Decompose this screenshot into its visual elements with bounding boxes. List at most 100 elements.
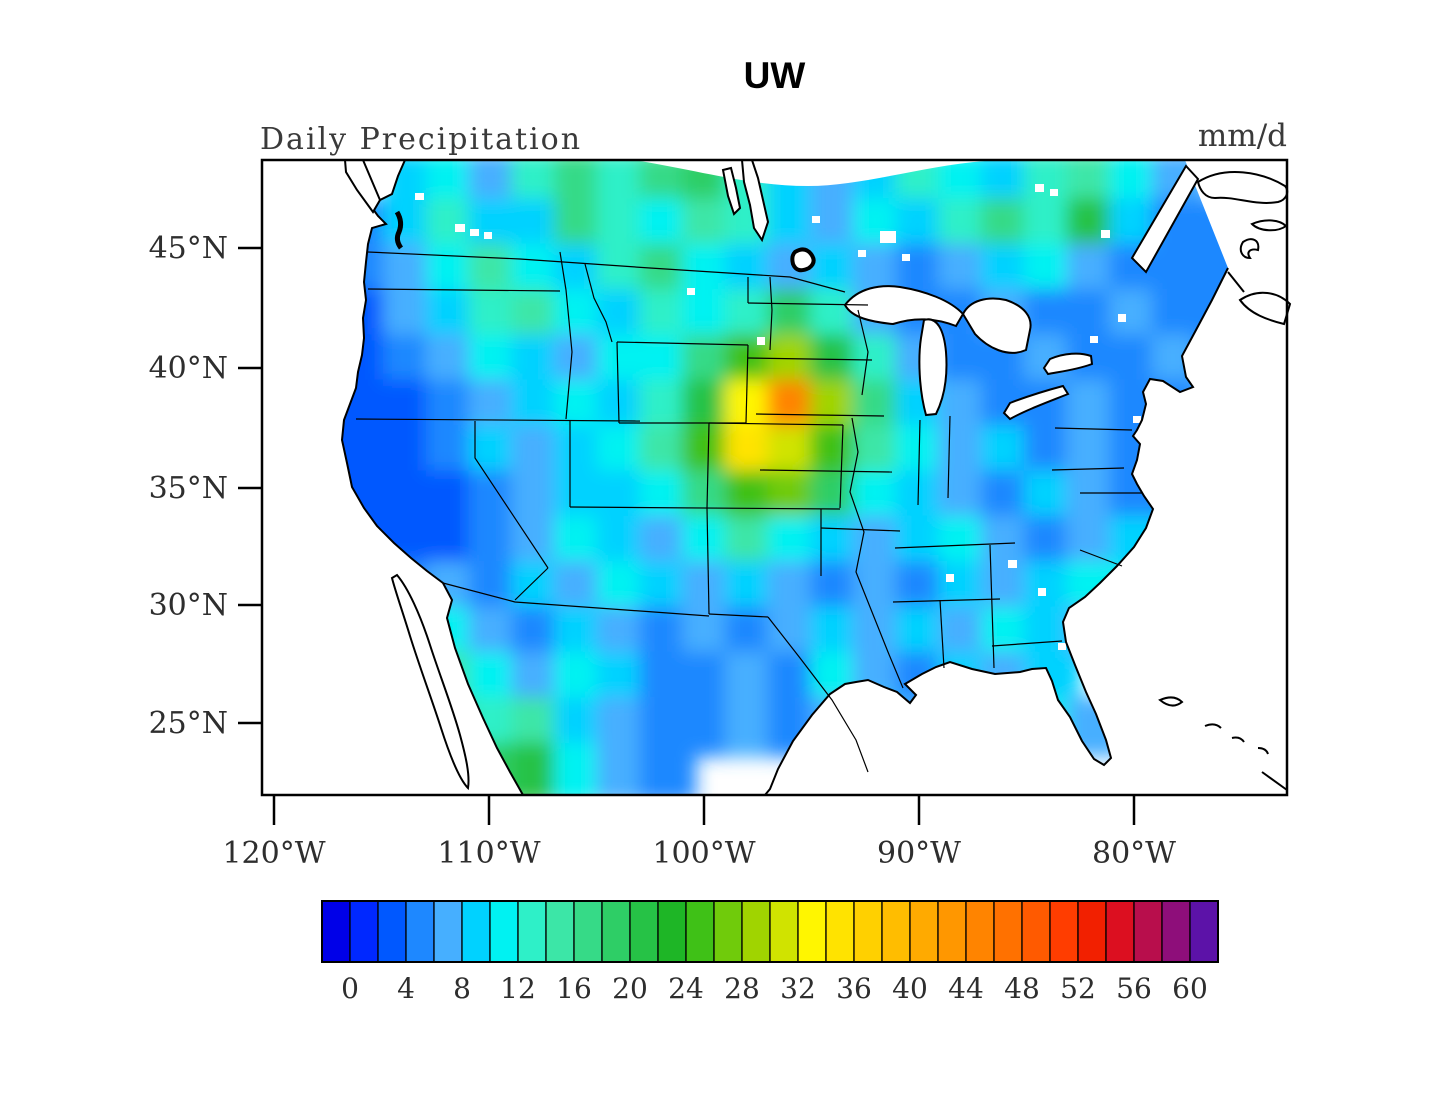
colorbar-cell: [1161, 900, 1191, 963]
colorbar-cell: [685, 900, 715, 963]
colorbar-cell: [965, 900, 995, 963]
st-lawrence-river: [1130, 164, 1200, 274]
lake-superior: [843, 285, 965, 328]
colorbar: 0 4 8 12 16 20 24 28 32 36 40 44 48 52 56 60: [321, 900, 1219, 1005]
colorbar-tick-label: 20: [612, 972, 648, 1005]
x-tick-label: 90°W: [877, 836, 961, 871]
colorbar-cell: [1049, 900, 1079, 963]
border-line: [1079, 549, 1123, 567]
grid-cell: [342, 561, 398, 621]
border-line: [708, 422, 844, 426]
colorbar-cell: [601, 900, 631, 963]
colorbar-tick-label: 8: [453, 972, 471, 1005]
colorbar-cell: [433, 900, 463, 963]
border-line: [892, 598, 1001, 603]
great-lakes: [721, 159, 1094, 421]
colorbar-cell: [937, 900, 967, 963]
grid-cell: [938, 697, 996, 757]
colorbar-tick-label: 0: [341, 972, 359, 1005]
grid-cell: [255, 471, 312, 530]
colorbar-tick-label: 60: [1172, 972, 1208, 1005]
colorbar-cell: [1105, 900, 1135, 963]
grid-cell: [1151, 470, 1209, 530]
grid-cell: [342, 243, 355, 304]
bahamas-island-2: [1204, 723, 1222, 729]
colorbar-cell: [377, 900, 407, 963]
border-line: [989, 544, 995, 669]
colorbar-tick-label: 32: [780, 972, 816, 1005]
grid-cell: [342, 470, 355, 530]
colorbar-frame: [321, 900, 1219, 963]
missing-data-specks: [415, 184, 1141, 650]
border-line: [947, 415, 951, 499]
grid-cell: [1194, 425, 1228, 485]
border-line: [820, 527, 901, 532]
lake-winnipeg: [740, 159, 770, 243]
y-tick-label: 30°N: [149, 588, 228, 623]
state-borders: [355, 251, 1142, 773]
x-tick-label: 100°W: [652, 836, 755, 871]
colorbar-cell: [1189, 900, 1219, 963]
border-line: [474, 421, 549, 569]
grid-cell: [1066, 606, 1124, 666]
grid-cell: [1151, 425, 1209, 485]
border-line: [747, 357, 873, 361]
colorbar-cell: [713, 900, 743, 963]
lake-manitoba: [721, 166, 742, 216]
colorbar-cell: [545, 900, 575, 963]
atlantic-gulf-coastline: [764, 267, 1229, 796]
border-line: [939, 599, 945, 669]
coastlines: [340, 159, 1229, 796]
baja-california: [390, 573, 470, 791]
border-line: [769, 276, 773, 351]
x-tick-label: 120°W: [222, 836, 325, 871]
border-line: [569, 506, 841, 510]
grid-cell: [1066, 561, 1124, 621]
grid-cell: [981, 697, 1038, 757]
plot-frame: [260, 158, 1289, 797]
colorbar-tick-label: 28: [724, 972, 760, 1005]
colorbar-tick-label: 40: [892, 972, 928, 1005]
grid-cell: [1151, 379, 1209, 440]
colorbar-cell: [825, 900, 855, 963]
lake-michigan: [918, 318, 948, 417]
border-line: [708, 613, 769, 618]
grid-cell: [342, 606, 398, 666]
border-line: [616, 341, 749, 346]
grid-cell: [1237, 334, 1294, 393]
border-line: [755, 413, 885, 417]
grid-cell: [255, 244, 312, 303]
puget-sound: [394, 210, 404, 250]
border-line: [759, 469, 893, 473]
colorbar-cell: [909, 900, 939, 963]
y-tick-label: 45°N: [149, 231, 228, 266]
lake-huron: [961, 297, 1032, 354]
cuba-coast: [1261, 771, 1288, 791]
grid-cell: [1237, 380, 1294, 439]
border-line: [584, 263, 613, 343]
grid-cell: [342, 289, 355, 349]
grid-cell: [342, 515, 355, 576]
bahamas-island-3: [1231, 736, 1245, 743]
border-line: [849, 417, 904, 689]
y-tick-label: 25°N: [149, 706, 228, 741]
y-axis: 45°N 40°N 35°N 30°N 25°N: [149, 231, 262, 741]
border-line: [1051, 467, 1125, 471]
grid-cell: [639, 742, 697, 795]
bahamas-island-1: [1158, 696, 1184, 707]
grid-cell: [342, 561, 355, 621]
colorbar-cell: [797, 900, 827, 963]
grid-cell: [1237, 244, 1294, 303]
border-line: [745, 344, 749, 424]
border-line: [514, 567, 549, 601]
border-line: [857, 309, 869, 396]
lake-erie: [1002, 384, 1070, 421]
x-axis: 120°W 110°W 100°W 90°W 80°W: [222, 795, 1176, 871]
y-tick-label: 35°N: [149, 471, 228, 506]
colorbar-tick-label: 24: [668, 972, 704, 1005]
border-line: [442, 582, 710, 617]
left-caption: Daily Precipitation: [260, 122, 583, 157]
border-line: [706, 507, 710, 615]
grid-cell: [255, 516, 312, 575]
grid-cell: [1194, 334, 1228, 394]
